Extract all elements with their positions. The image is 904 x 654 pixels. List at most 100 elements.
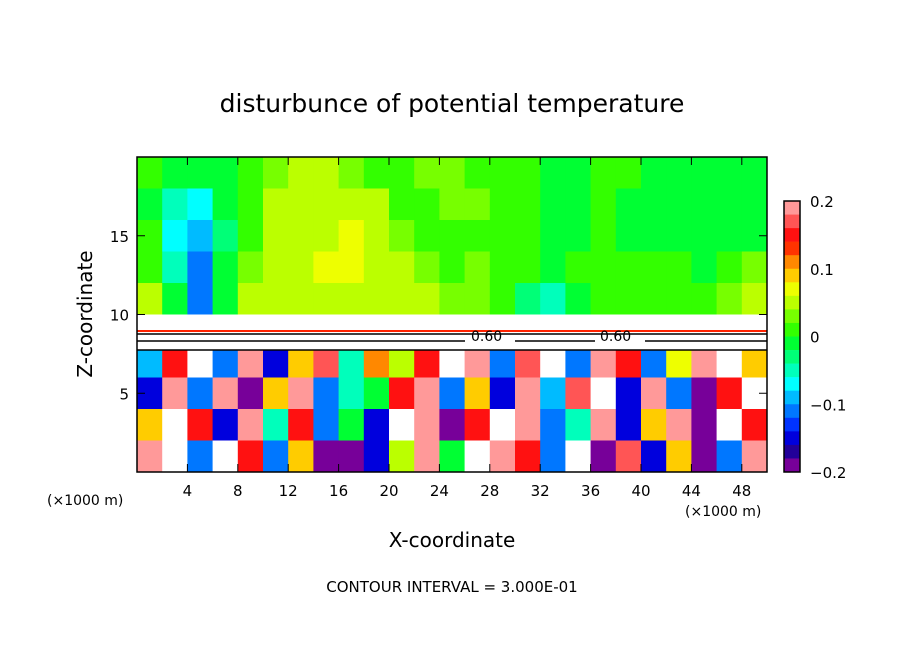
heatmap-cell	[489, 377, 516, 410]
heatmap-cell	[691, 220, 718, 252]
heatmap-cell	[641, 409, 667, 441]
heatmap-cell	[363, 188, 390, 221]
heatmap-cell	[338, 440, 365, 473]
heatmap-cell	[187, 188, 214, 221]
heatmap-cell	[338, 188, 365, 221]
heatmap-cell	[162, 346, 188, 378]
heatmap-cell	[590, 283, 617, 315]
heatmap-cell	[540, 346, 566, 378]
colorbar-tick-label: 0.2	[810, 193, 834, 211]
heatmap-cell	[439, 157, 466, 189]
heatmap-cell	[615, 440, 642, 473]
heatmap-cell	[741, 251, 768, 284]
x-unit-right: (×1000 m)	[685, 504, 761, 520]
heatmap-cell	[439, 188, 466, 221]
heatmap-cell	[666, 157, 692, 189]
heatmap-cell	[489, 188, 516, 221]
heatmap-cell	[666, 346, 692, 378]
x-tick-label: 20	[379, 482, 398, 500]
heatmap-cell	[741, 409, 768, 441]
heatmap-cell	[162, 251, 188, 284]
heatmap-cell	[565, 220, 592, 252]
heatmap-cell	[187, 440, 214, 473]
heatmap-cell	[363, 346, 390, 378]
heatmap-cell	[641, 157, 667, 189]
heatmap-cell	[439, 346, 466, 378]
heatmap-cell	[237, 409, 264, 441]
heatmap-cell	[237, 188, 264, 221]
heatmap-cell	[691, 409, 718, 441]
heatmap-cell	[363, 157, 390, 189]
heatmap-cell	[641, 377, 667, 410]
heatmap-cell	[263, 220, 289, 252]
colorbar-tick-label: 0	[810, 329, 820, 347]
heatmap-cell	[540, 220, 566, 252]
heatmap-cell	[464, 346, 491, 378]
heatmap-cell	[590, 188, 617, 221]
heatmap-cell	[515, 251, 541, 284]
heatmap-cell	[716, 440, 743, 473]
heatmap-cell	[666, 220, 692, 252]
heatmap-cell	[288, 251, 314, 284]
colorbar-bin	[784, 444, 800, 459]
heatmap-cell	[237, 346, 264, 378]
heatmap-cell	[716, 377, 743, 410]
heatmap-cell	[237, 157, 264, 189]
colorbar-bin	[784, 295, 800, 310]
heatmap-cell	[590, 346, 617, 378]
x-tick-label: 16	[329, 482, 348, 500]
heatmap-cell	[615, 220, 642, 252]
heatmap-cell	[489, 440, 516, 473]
x-tick-label: 24	[430, 482, 449, 500]
heatmap-cell	[691, 377, 718, 410]
heatmap-cell	[590, 251, 617, 284]
heatmap-cell	[716, 283, 743, 315]
heatmap-cell	[741, 440, 768, 473]
colorbar-bin	[784, 417, 800, 432]
heatmap-cell	[641, 283, 667, 315]
heatmap-cell	[263, 377, 289, 410]
heatmap-cell	[137, 283, 163, 315]
heatmap-cell	[187, 220, 214, 252]
heatmap-cell	[338, 251, 365, 284]
heatmap-cell	[540, 283, 566, 315]
heatmap-cell	[288, 409, 314, 441]
heatmap-cell	[389, 377, 415, 410]
heatmap-cell	[162, 220, 188, 252]
heatmap-cell	[212, 157, 239, 189]
heatmap-cell	[338, 220, 365, 252]
heatmap-cell	[389, 409, 415, 441]
y-axis-label: Z-coordinate	[73, 250, 97, 377]
heatmap-cell	[288, 346, 314, 378]
colorbar-bin	[784, 363, 800, 378]
heatmap-cell	[615, 157, 642, 189]
heatmap-cell	[641, 440, 667, 473]
x-unit-left: (×1000 m)	[47, 493, 123, 509]
heatmap-cell	[741, 188, 768, 221]
heatmap-cell	[691, 157, 718, 189]
heatmap-cell	[540, 188, 566, 221]
heatmap-cell	[212, 220, 239, 252]
heatmap-cell	[515, 283, 541, 315]
colorbar-bin	[784, 458, 800, 473]
heatmap-cell	[338, 157, 365, 189]
heatmap-cell	[212, 188, 239, 221]
heatmap-cell	[212, 346, 239, 378]
heatmap-cell	[313, 157, 340, 189]
heatmap-cell	[288, 157, 314, 189]
colorbar-bin	[784, 309, 800, 324]
heatmap-cell	[716, 251, 743, 284]
colorbar-bin	[784, 322, 800, 337]
x-tick-label: 8	[233, 482, 243, 500]
heatmap-cell	[263, 157, 289, 189]
contour-overlay: 0.60 0.60	[137, 329, 767, 351]
heatmap-cell	[237, 377, 264, 410]
heatmap-cell	[716, 346, 743, 378]
heatmap-cell	[540, 409, 566, 441]
colorbar-bin	[784, 201, 800, 215]
heatmap-cell	[187, 377, 214, 410]
heatmap-cell	[741, 157, 768, 189]
heatmap-cell	[288, 220, 314, 252]
heatmap-cell	[414, 409, 440, 441]
